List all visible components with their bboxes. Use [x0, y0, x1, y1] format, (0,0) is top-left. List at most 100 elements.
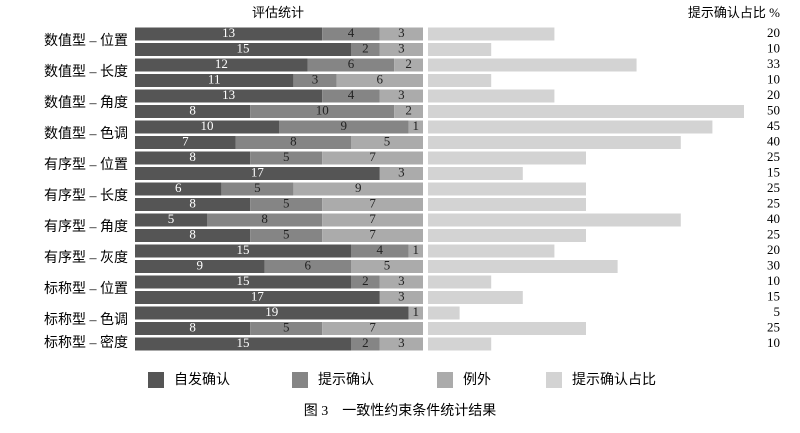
- category-label: 数值型 – 色调: [44, 125, 128, 142]
- chart-title: 评估统计: [252, 5, 304, 20]
- bar-label: 3: [398, 25, 405, 40]
- bar-label: 15: [237, 40, 250, 55]
- ratio-bar: [428, 74, 492, 87]
- bar-segment: [336, 74, 423, 87]
- bar-label: 11: [208, 71, 221, 86]
- bar-segment: [135, 151, 251, 165]
- bar-segment: [135, 306, 409, 320]
- bar-label: 7: [369, 226, 376, 241]
- bar-label: 1: [413, 304, 420, 319]
- bar-segment: [394, 58, 423, 72]
- ratio-label: 10: [767, 40, 780, 55]
- bar-segment: [135, 136, 236, 149]
- ratio-label: 30: [767, 257, 780, 272]
- category-label: 数值型 – 位置: [44, 33, 128, 49]
- bar-label: 9: [197, 257, 204, 272]
- bar-segment: [293, 182, 423, 196]
- bar-segment: [135, 213, 207, 227]
- ratio-label: 40: [767, 133, 780, 148]
- bar-label: 8: [189, 319, 196, 334]
- ratio-bar: [428, 322, 586, 335]
- bar-segment: [379, 291, 423, 304]
- ratio-bar: [428, 89, 555, 103]
- ratio-label: 45: [767, 118, 780, 133]
- bar-label: 2: [362, 273, 369, 288]
- bar-segment: [394, 105, 423, 118]
- bar-label: 17: [251, 164, 265, 179]
- bar-segment: [135, 89, 323, 103]
- bar-label: 3: [398, 288, 405, 303]
- ratio-bar: [428, 275, 492, 289]
- bar-label: 8: [290, 133, 297, 148]
- bar-label: 4: [348, 25, 355, 40]
- bar-segment: [250, 229, 323, 242]
- bar-segment: [307, 58, 395, 72]
- bar-segment: [322, 213, 423, 227]
- ratio-bar: [428, 120, 713, 134]
- bar-segment: [135, 58, 308, 72]
- bar-label: 7: [369, 195, 376, 210]
- bar-segment: [135, 244, 351, 258]
- legend-swatch: [292, 372, 308, 388]
- bar-segment: [379, 89, 423, 103]
- bar-label: 4: [348, 87, 355, 102]
- bar-segment: [135, 337, 351, 351]
- bar-label: 5: [283, 149, 290, 164]
- bar-segment: [351, 244, 409, 258]
- bar-label: 3: [398, 335, 405, 350]
- category-label: 标称型 – 色调: [44, 311, 128, 328]
- ratio-bar: [428, 306, 460, 320]
- ratio-bar: [428, 105, 744, 118]
- bar-segment: [135, 275, 351, 289]
- bar-segment: [379, 27, 423, 41]
- bar-label: 2: [405, 56, 412, 71]
- bar-segment: [322, 229, 423, 242]
- bar-label: 3: [398, 273, 405, 288]
- bar-label: 13: [222, 87, 235, 102]
- bar-label: 5: [168, 211, 175, 226]
- ratio-label: 25: [767, 319, 780, 334]
- ratio-label: 25: [767, 149, 780, 164]
- bar-segment: [135, 27, 323, 41]
- ratio-label: 15: [767, 164, 780, 179]
- bar-label: 8: [261, 211, 268, 226]
- category-label: 有序型 – 位置: [44, 157, 128, 173]
- ratio-label: 33: [767, 56, 780, 71]
- bar-segment: [379, 43, 423, 56]
- bar-label: 1: [413, 118, 420, 133]
- bar-segment: [408, 244, 423, 258]
- ratio-label: 15: [767, 288, 780, 303]
- ratio-label: 25: [767, 180, 780, 195]
- legend-label: 例外: [463, 372, 491, 388]
- ratio-label: 20: [767, 25, 780, 40]
- category-label: 标称型 – 密度: [44, 334, 128, 351]
- bar-label: 1: [413, 242, 420, 257]
- bar-segment: [322, 89, 380, 103]
- bar-segment: [250, 151, 323, 165]
- bar-segment: [135, 260, 265, 273]
- bar-label: 2: [362, 40, 369, 55]
- category-label: 数值型 – 角度: [44, 95, 128, 111]
- ratio-label: 20: [767, 87, 780, 102]
- ratio-label: 25: [767, 226, 780, 241]
- ratio-bar: [428, 291, 523, 304]
- bar-label: 8: [189, 102, 196, 117]
- bar-segment: [279, 120, 409, 134]
- ratio-bar: [428, 182, 586, 196]
- bar-label: 5: [384, 133, 391, 148]
- caption: 图 3 一致性约束条件统计结果: [304, 402, 497, 419]
- bar-segment: [250, 322, 323, 335]
- legend-label: 提示确认: [318, 372, 374, 388]
- bar-label: 9: [355, 180, 362, 195]
- ratio-label: 10: [767, 273, 780, 288]
- ratio-bar: [428, 27, 555, 41]
- ratio-bar: [428, 244, 555, 258]
- bar-label: 3: [398, 87, 405, 102]
- bar-label: 3: [398, 164, 405, 179]
- ratio-bar: [428, 337, 492, 351]
- bar-segment: [351, 275, 380, 289]
- bar-segment: [207, 213, 323, 227]
- bar-label: 3: [398, 40, 405, 55]
- bar-label: 10: [201, 118, 214, 133]
